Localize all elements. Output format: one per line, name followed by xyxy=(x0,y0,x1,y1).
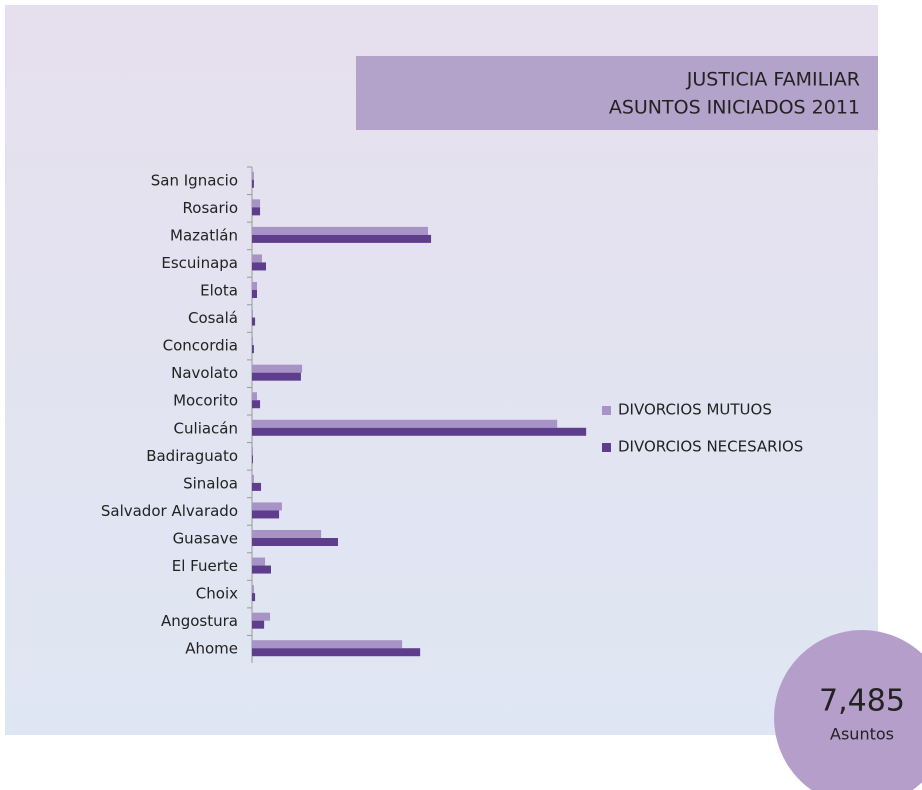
title-box xyxy=(356,56,878,130)
bar xyxy=(252,565,271,574)
y-tick-label: Choix xyxy=(196,585,238,603)
bar xyxy=(252,474,254,483)
bar xyxy=(252,447,253,456)
bar xyxy=(252,502,282,511)
bar xyxy=(252,262,267,271)
bar xyxy=(252,207,261,216)
legend-label: DIVORCIOS MUTUOS xyxy=(618,401,772,419)
y-tick-label: Escuinapa xyxy=(161,254,238,272)
y-tick-label: Angostura xyxy=(161,612,238,630)
legend-swatch xyxy=(602,406,611,415)
plot: San Ignacio Rosario Mazatlán Escuinapa Elota… xyxy=(101,166,803,658)
y-tick-label: Badiraguato xyxy=(146,447,238,465)
y-tick-label: Navolato xyxy=(171,364,238,382)
y-tick-label: Rosario xyxy=(183,199,238,217)
bar xyxy=(252,620,265,629)
bar xyxy=(252,427,587,436)
y-tick-label: Mazatlán xyxy=(170,226,238,244)
chart-title: JUSTICIA FAMILIAR xyxy=(686,69,860,91)
bar xyxy=(252,530,322,538)
y-tick-label: Elota xyxy=(200,282,238,300)
bar xyxy=(252,455,253,464)
y-tick-label: Culiacán xyxy=(174,419,238,437)
total-circle xyxy=(774,630,922,790)
bar xyxy=(252,400,261,409)
bar xyxy=(252,538,338,546)
bar xyxy=(252,179,254,188)
total-label: Asuntos xyxy=(830,725,894,744)
bar xyxy=(252,593,256,602)
bar xyxy=(252,364,303,373)
y-tick-label: Sinaloa xyxy=(183,474,238,492)
y-tick-label: San Ignacio xyxy=(151,171,238,189)
legend-swatch xyxy=(602,443,611,452)
y-tick-label: Mocorito xyxy=(173,392,238,410)
bar xyxy=(252,226,428,235)
bar xyxy=(252,171,254,180)
bar xyxy=(252,612,271,621)
y-tick-label: Concordia xyxy=(163,337,238,355)
bar xyxy=(252,648,421,657)
bar xyxy=(252,199,261,208)
bar xyxy=(252,282,257,290)
bar xyxy=(252,372,301,381)
bar xyxy=(252,254,262,263)
bar xyxy=(252,345,254,354)
bar xyxy=(252,309,253,318)
y-tick-label: El Fuerte xyxy=(172,557,238,575)
bar xyxy=(252,419,558,428)
bar xyxy=(252,557,266,566)
bar xyxy=(252,392,257,401)
bar xyxy=(252,234,432,243)
y-tick-label: Cosalá xyxy=(188,309,238,327)
bar xyxy=(252,290,257,298)
chart-subtitle: ASUNTOS INICIADOS 2011 xyxy=(609,97,860,119)
bar xyxy=(252,482,262,491)
total-value: 7,485 xyxy=(819,684,905,719)
bar xyxy=(252,640,403,649)
legend-label: DIVORCIOS NECESARIOS xyxy=(618,438,803,456)
y-tick-label: Guasave xyxy=(173,530,238,548)
y-tick-label: Salvador Alvarado xyxy=(101,502,238,520)
bar xyxy=(252,337,253,346)
bar xyxy=(252,585,254,594)
y-tick-label: Ahome xyxy=(185,640,238,658)
bar xyxy=(252,510,280,519)
bar xyxy=(252,317,256,326)
